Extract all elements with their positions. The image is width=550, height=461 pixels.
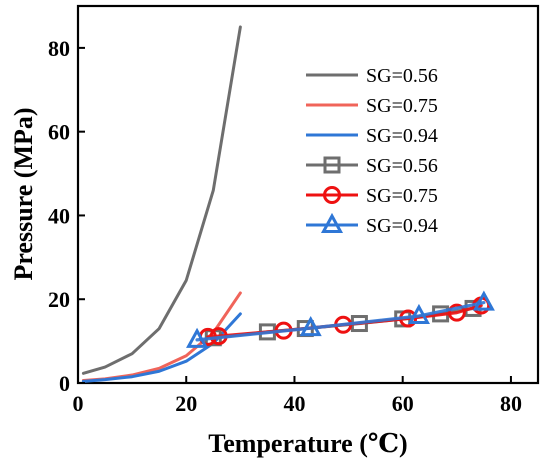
- y-tick-label: 80: [48, 36, 70, 61]
- legend-marker-circle: [323, 186, 341, 204]
- y-axis-title: Pressure (MPa): [9, 107, 38, 280]
- x-tick-label: 0: [73, 391, 84, 416]
- data-point-triangle: [472, 290, 495, 311]
- y-tick-label: 40: [48, 203, 70, 228]
- series-6: [186, 290, 495, 348]
- series-line: [195, 300, 486, 342]
- x-tick-label: 40: [283, 391, 305, 416]
- x-axis-title: Temperature (℃): [208, 429, 407, 458]
- legend-item: SG=0.75: [306, 95, 438, 117]
- legend-label: SG=0.75: [366, 185, 438, 207]
- legend-item: SG=0.94: [306, 125, 438, 147]
- y-tick-label: 60: [48, 120, 70, 145]
- legend-item: SG=0.56: [306, 155, 438, 177]
- legend-label: SG=0.56: [366, 155, 438, 177]
- ticks-layer: 0 20 40 60 80 0 20 40 60 80: [48, 36, 522, 416]
- legend-label: SG=0.56: [366, 65, 438, 87]
- legend: SG=0.56 SG=0.75 SG=0.94 SG=0.56 SG=0.75 SG=0.…: [306, 65, 438, 237]
- series-line: [81, 25, 242, 375]
- data-point-triangle: [299, 316, 322, 337]
- plot-frame: [76, 4, 540, 385]
- legend-item: SG=0.56: [306, 65, 438, 87]
- x-tick-label: 80: [500, 391, 522, 416]
- series-layer: [81, 25, 495, 383]
- legend-label: SG=0.94: [366, 215, 438, 237]
- data-point-triangle: [186, 327, 209, 348]
- legend-marker-triangle: [320, 212, 344, 233]
- y-tick-label: 20: [48, 287, 70, 312]
- x-tick-label: 20: [175, 391, 197, 416]
- data-point-triangle: [407, 303, 430, 324]
- legend-marker-square: [323, 156, 341, 174]
- legend-item: SG=0.75: [306, 185, 438, 207]
- x-tick-label: 60: [392, 391, 414, 416]
- legend-item: SG=0.94: [306, 212, 438, 237]
- data-point-circle: [447, 303, 466, 322]
- y-tick-label: 0: [59, 371, 70, 396]
- series-1: [81, 25, 242, 375]
- legend-label: SG=0.75: [366, 95, 438, 117]
- legend-label: SG=0.94: [366, 125, 438, 147]
